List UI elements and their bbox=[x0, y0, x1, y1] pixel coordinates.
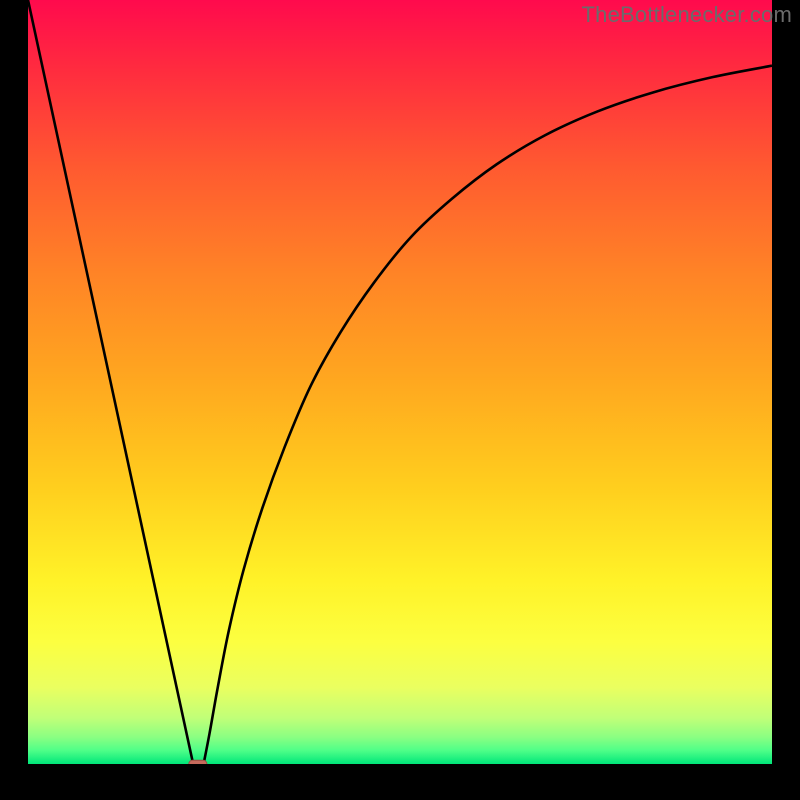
chart-frame: TheBottlenecker.com bbox=[0, 0, 800, 800]
curve-left-branch bbox=[28, 0, 193, 764]
bottleneck-curve bbox=[28, 0, 772, 764]
minimum-marker bbox=[188, 760, 207, 764]
watermark-text: TheBottlenecker.com bbox=[582, 2, 792, 28]
curve-right-branch bbox=[204, 66, 772, 764]
plot-area bbox=[28, 0, 772, 764]
